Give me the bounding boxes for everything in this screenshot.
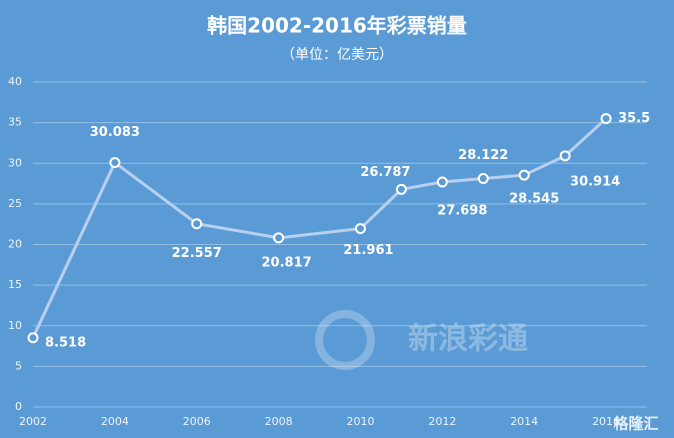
x-tick-label: 2012 — [428, 415, 456, 428]
y-tick-label: 25 — [8, 197, 22, 210]
data-label: 28.122 — [458, 148, 508, 163]
data-label: 26.787 — [360, 165, 410, 180]
data-label: 30.914 — [570, 174, 620, 189]
marker — [273, 232, 285, 244]
data-label: 22.557 — [172, 246, 222, 261]
source-watermark: 格隆汇 — [613, 415, 658, 433]
marker — [518, 169, 530, 181]
x-tick-label: 2010 — [346, 415, 374, 428]
watermark-logo — [315, 310, 375, 370]
y-tick-label: 10 — [8, 319, 22, 332]
data-label: 21.961 — [343, 243, 393, 258]
y-tick-label: 15 — [8, 278, 22, 291]
marker — [395, 183, 407, 195]
chart-title: 韩国2002-2016年彩票销量 — [207, 14, 467, 38]
marker — [600, 113, 612, 125]
x-tick-label: 2014 — [510, 415, 538, 428]
marker — [477, 173, 489, 185]
marker — [559, 150, 571, 162]
data-label: 27.698 — [437, 203, 487, 218]
marker — [27, 332, 39, 344]
x-tick-label: 2008 — [265, 415, 293, 428]
marker — [354, 223, 366, 235]
y-tick-label: 20 — [8, 238, 22, 251]
y-tick-label: 5 — [15, 359, 22, 372]
y-tick-label: 40 — [8, 75, 22, 88]
marker — [436, 176, 448, 188]
data-label: 35.5 — [618, 111, 650, 126]
data-label: 28.545 — [509, 192, 559, 207]
x-tick-label: 2006 — [183, 415, 211, 428]
x-tick-label: 2004 — [101, 415, 129, 428]
y-tick-label: 35 — [8, 116, 22, 129]
watermark: 新浪彩通 — [408, 322, 528, 357]
y-tick-label: 0 — [15, 400, 22, 413]
x-tick-label: 2002 — [19, 415, 47, 428]
data-label: 30.083 — [90, 125, 140, 140]
marker — [191, 218, 203, 230]
marker — [109, 157, 121, 169]
y-tick-label: 30 — [8, 156, 22, 169]
data-label: 20.817 — [262, 255, 312, 270]
x-tick-label: 2016 — [592, 415, 620, 428]
data-label: 8.518 — [45, 335, 86, 350]
chart-subtitle: （单位：亿美元） — [281, 47, 393, 63]
